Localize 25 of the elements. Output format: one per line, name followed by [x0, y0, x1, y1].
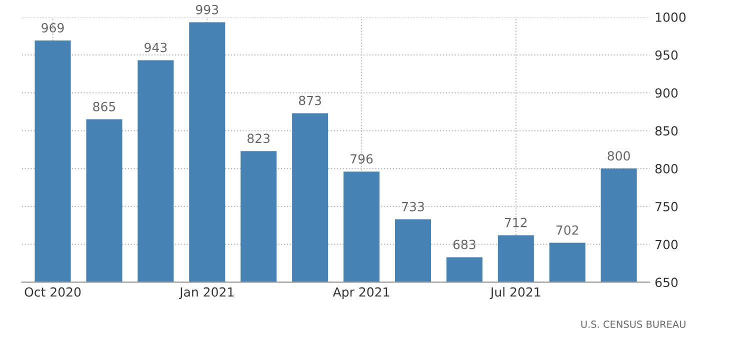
data-label: 943 — [144, 42, 167, 52]
data-label: 823 — [248, 134, 270, 144]
y-tick-label: 950 — [655, 50, 678, 60]
x-tick-label: Oct 2020 — [24, 287, 81, 297]
data-label: 865 — [93, 102, 116, 112]
y-tick-label: 850 — [655, 126, 678, 136]
data-label: 800 — [608, 151, 630, 161]
data-label: 993 — [196, 4, 218, 14]
y-tick-label: 750 — [656, 202, 678, 212]
y-tick-label: 800 — [655, 164, 678, 174]
text: U.S. CENSUS BUREAU — [581, 320, 686, 328]
data-label: 683 — [453, 240, 476, 250]
data-label: 712 — [505, 218, 527, 228]
x-tick-label: Jul 2021 — [490, 287, 540, 300]
data-label: 873 — [298, 96, 321, 106]
y-tick-label: 900 — [655, 88, 678, 98]
data-label: 969 — [42, 23, 64, 33]
y-tick-label: 700 — [656, 240, 678, 250]
data-label: 796 — [350, 154, 373, 164]
y-tick-label: 1000 — [656, 12, 686, 22]
x-tick-label: Jan 2021 — [178, 287, 234, 300]
y-tick-label: 650 — [655, 278, 678, 288]
x-tick-label: Apr 2021 — [332, 287, 390, 300]
data-label: 733 — [402, 202, 424, 212]
data-label: 702 — [556, 225, 578, 235]
